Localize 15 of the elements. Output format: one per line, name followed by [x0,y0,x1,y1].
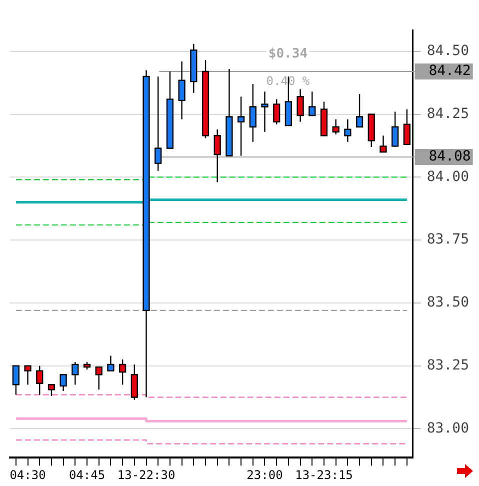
x-tick-label: 13-23:15 [295,468,353,482]
y-tick-label: 83.75 [426,232,470,248]
annotation: $0.34 [268,46,308,62]
y-tick-label: 84.00 [426,168,470,185]
y-tick-label: 83.50 [426,294,470,311]
y-tick-label: 84.50 [426,43,470,60]
x-tick-label: 23:00 [246,468,283,482]
x-tick-label: 04:30 [10,468,46,482]
y-tick-label: 83.25 [426,357,470,374]
ref-line-label: 84.42 [428,63,471,80]
x-tick-label: 04:45 [68,468,106,482]
y-tick-label: 84.25 [426,106,470,122]
ref-line-label: 84.08 [428,148,471,165]
x-tick-label: 13-22:30 [117,468,176,482]
y-tick-label: 83.00 [426,420,470,436]
